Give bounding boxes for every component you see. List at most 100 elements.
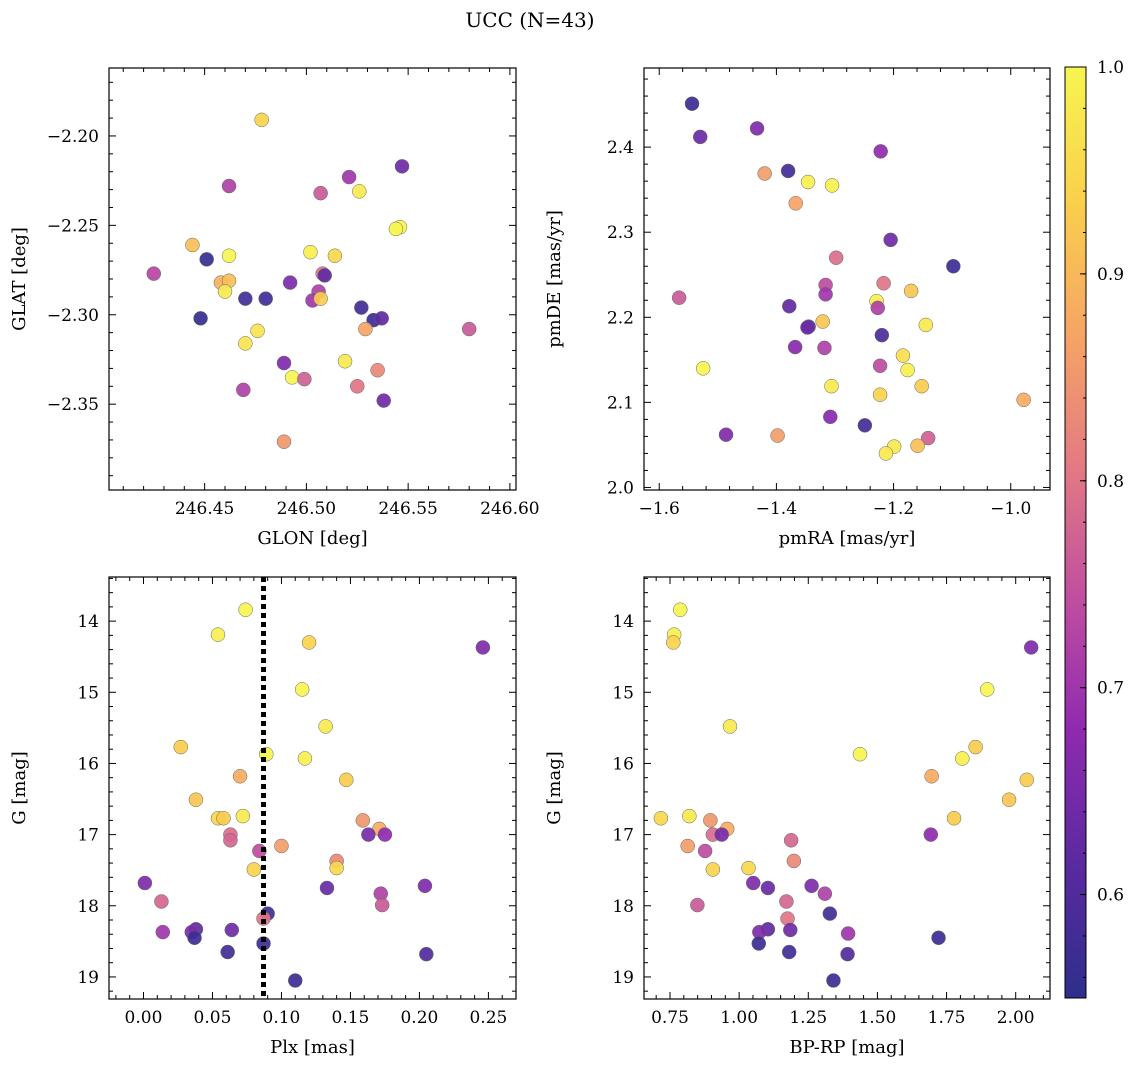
scatter-point xyxy=(722,719,738,734)
y-tick-label: 18 xyxy=(612,897,634,917)
x-tick-label: 246.60 xyxy=(480,499,539,519)
scatter-point xyxy=(193,311,208,326)
x-tick-label: 1.75 xyxy=(928,1008,966,1028)
y-tick-label: 19 xyxy=(77,968,99,988)
scatter-point xyxy=(388,221,404,237)
scatter-point xyxy=(910,438,925,454)
scatter-point xyxy=(276,434,292,449)
scatter-point xyxy=(155,924,171,940)
panel-bprp-g: 0.75 1.00 1.25 1.50 1.75 2.00 14 15 16 17 18 19 BP-R… xyxy=(544,576,1051,1058)
scatter-point xyxy=(327,248,343,264)
x-tick-label: 0.00 xyxy=(125,1008,163,1028)
scatter-point xyxy=(924,769,939,784)
scatter-point xyxy=(238,602,253,617)
x-tick-label: 246.50 xyxy=(277,499,336,519)
x-tick-label: 1.25 xyxy=(789,1008,827,1028)
y-tick-label: 19 xyxy=(612,968,634,988)
scatter-point xyxy=(873,144,888,159)
y-tick-label: 2.1 xyxy=(607,393,634,413)
y-tick-label: 15 xyxy=(612,683,634,703)
scatter-point xyxy=(319,880,335,896)
colorbar-tick-label: 1.0 xyxy=(1097,58,1124,78)
x-tick-label: 1.00 xyxy=(720,1008,758,1028)
scatter-point xyxy=(220,944,235,960)
scatter-point xyxy=(815,314,830,329)
scatter-point xyxy=(274,838,289,854)
scatter-point xyxy=(804,878,819,894)
scatter-point xyxy=(223,833,238,848)
scatter-point xyxy=(301,635,317,650)
panel-plx-g: 0.00 0.05 0.10 0.15 0.20 0.25 14 15 16 17 18 19 Plx … xyxy=(9,576,517,1058)
scatter-point xyxy=(199,252,214,267)
scatter-point xyxy=(246,862,262,877)
scatter-point xyxy=(173,739,188,755)
scatter-point xyxy=(419,946,434,962)
scatter-point xyxy=(876,276,891,291)
scatter-point xyxy=(817,340,832,356)
scatter-point xyxy=(297,751,313,766)
plot-frame xyxy=(108,576,517,1000)
scatter-point xyxy=(329,860,344,876)
scatter-point xyxy=(918,317,934,333)
y-tick-label: 15 xyxy=(77,683,99,703)
scatter-point xyxy=(840,926,856,941)
scatter-point xyxy=(852,746,868,762)
scatter-point xyxy=(284,370,300,385)
scatter-point xyxy=(350,379,365,394)
y-tick-label: 2.2 xyxy=(607,308,634,328)
scatter-point xyxy=(826,973,841,988)
x-tick-label: 0.15 xyxy=(332,1008,370,1028)
scatter-point xyxy=(361,827,376,842)
scatter-point xyxy=(475,640,491,655)
scatter-point xyxy=(705,862,721,877)
scatter-point xyxy=(872,387,888,402)
scatter-point xyxy=(870,300,886,316)
scatter-point xyxy=(878,446,894,461)
scatter-point xyxy=(822,906,838,921)
scatter-point xyxy=(783,922,798,938)
y-tick-label: 17 xyxy=(77,826,99,846)
scatter-point xyxy=(828,250,844,265)
scatter-point xyxy=(374,311,389,326)
scatter-point xyxy=(824,178,840,193)
y-tick-label: −2.35 xyxy=(47,395,99,415)
scatter-point xyxy=(288,973,303,988)
scatter-point xyxy=(238,336,253,351)
scatter-point xyxy=(788,196,803,211)
scatter-point xyxy=(358,321,373,337)
scatter-point xyxy=(137,875,153,891)
x-tick-label: 2.00 xyxy=(997,1008,1035,1028)
scatter-point xyxy=(749,121,765,136)
scatter-point xyxy=(224,922,240,938)
y-axis-label: GLAT [deg] xyxy=(9,227,30,331)
scatter-point xyxy=(417,878,433,894)
scatter-point xyxy=(760,880,776,896)
x-tick-label: 0.75 xyxy=(651,1008,689,1028)
scatter-point xyxy=(692,129,708,145)
scatter-point xyxy=(883,232,898,248)
x-tick-label: −1.0 xyxy=(990,499,1031,519)
colorbar-tick-label: 0.7 xyxy=(1097,679,1124,699)
scatter-point xyxy=(461,321,477,337)
scatter-point xyxy=(185,237,200,253)
x-tick-label: 0.25 xyxy=(469,1008,507,1028)
scatter-point xyxy=(874,327,890,343)
x-axis-label: GLON [deg] xyxy=(257,528,367,549)
scatter-point xyxy=(817,886,833,901)
scatter-point xyxy=(872,358,888,374)
scatter-point xyxy=(303,244,318,260)
scatter-point xyxy=(690,897,705,913)
scatter-point xyxy=(779,894,794,909)
x-axis-label: Plx [mas] xyxy=(270,1037,355,1058)
scatter-point xyxy=(236,382,251,398)
y-tick-label: −2.20 xyxy=(47,127,99,147)
scatter-point xyxy=(146,266,162,281)
y-axis-label: G [mag] xyxy=(9,751,30,824)
scatter-point xyxy=(313,291,328,306)
scatter-point xyxy=(294,682,310,697)
scatter-point xyxy=(782,298,797,314)
scatter-point xyxy=(341,169,357,185)
scatter-point xyxy=(757,166,772,181)
scatter-point xyxy=(374,897,390,913)
scatter-point xyxy=(979,682,995,697)
